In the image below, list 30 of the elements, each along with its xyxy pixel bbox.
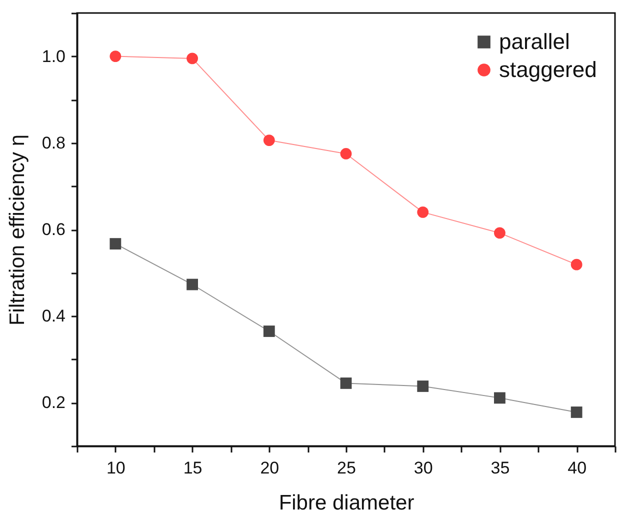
y-tick-label: 0.8 <box>42 133 66 152</box>
point <box>340 378 352 389</box>
y-tick-label: 0.4 <box>42 306 66 326</box>
point <box>570 406 582 418</box>
y-tick-label: 1.0 <box>42 46 66 66</box>
y-tick-label: 0.2 <box>42 393 66 412</box>
point <box>494 392 506 404</box>
point <box>417 380 429 392</box>
x-axis-title: Fibre diameter <box>278 492 414 514</box>
point <box>570 258 582 270</box>
point <box>340 148 352 160</box>
x-tick-label: 40 <box>568 458 587 478</box>
x-tick-label: 25 <box>337 458 356 478</box>
x-tick-label: 35 <box>490 458 510 478</box>
point <box>110 238 122 250</box>
point <box>263 326 275 337</box>
x-tick-label: 15 <box>183 458 202 478</box>
y-axis-title: Filtration efficiency η <box>6 134 29 326</box>
point <box>186 52 198 64</box>
point <box>494 227 506 239</box>
y-tick-label: 0.6 <box>42 220 66 239</box>
point <box>110 50 122 62</box>
x-tick-label: 10 <box>106 458 126 478</box>
x-tick-label: 20 <box>260 458 280 478</box>
legend-label: staggered <box>499 57 597 82</box>
legend-label: parallel <box>499 29 570 54</box>
x-tick-label: 30 <box>414 458 433 478</box>
point <box>186 278 198 290</box>
point <box>263 134 275 146</box>
point <box>417 206 429 218</box>
